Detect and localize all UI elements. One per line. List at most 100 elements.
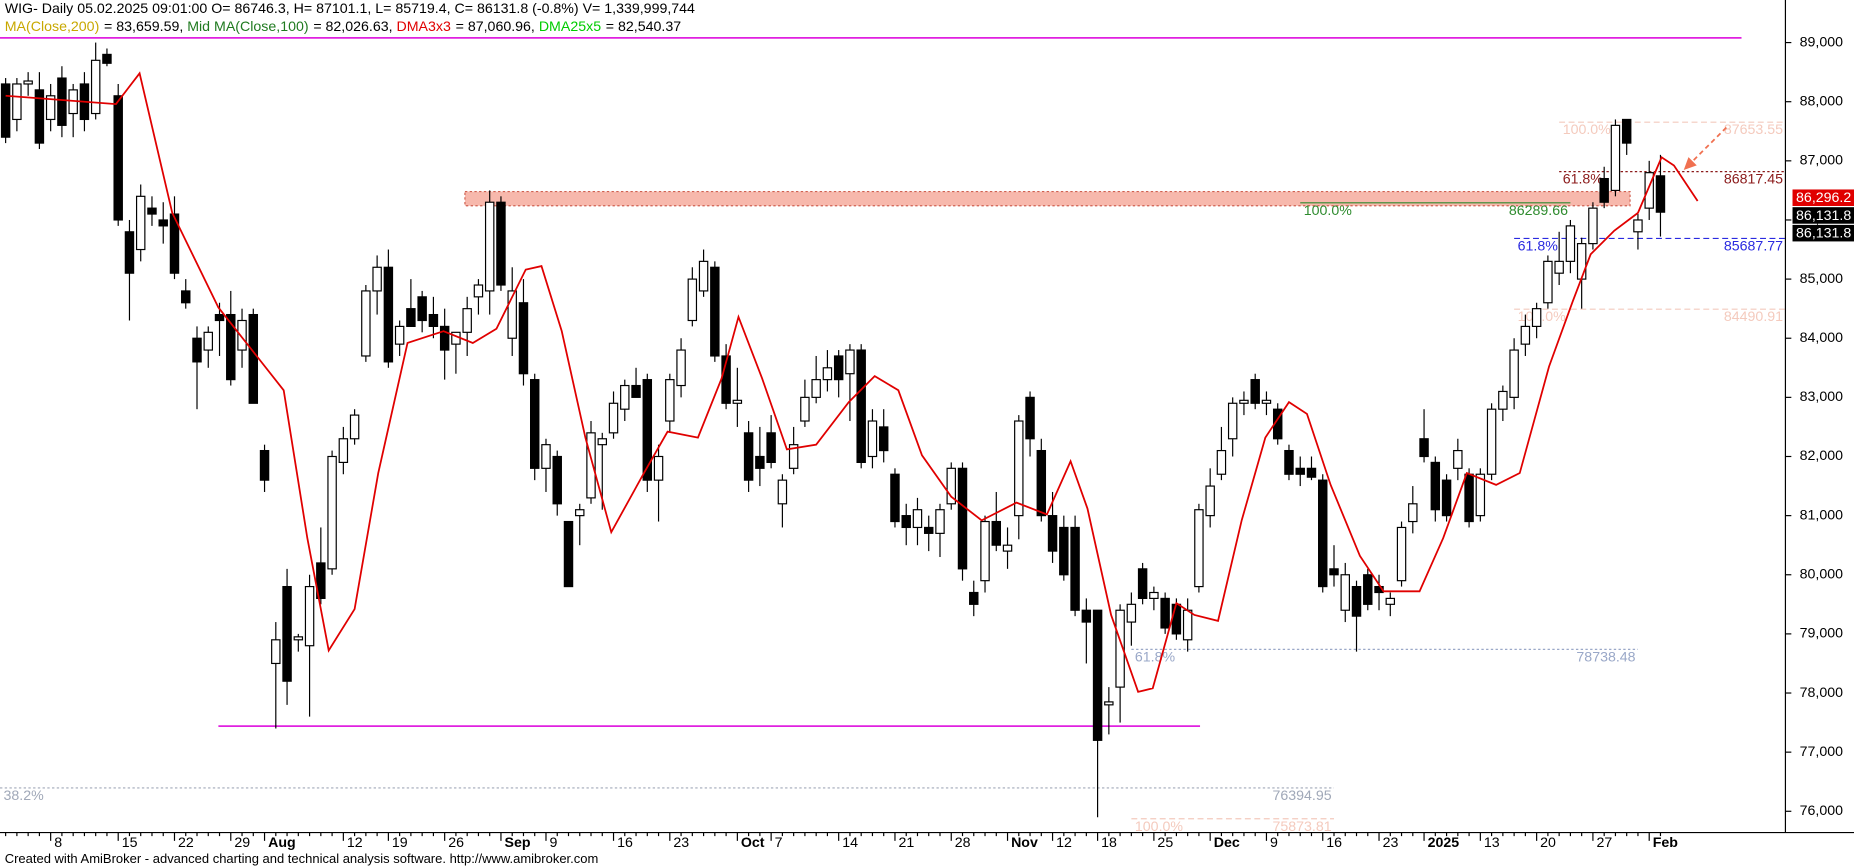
y-tick-label: 89,000 — [1800, 34, 1843, 50]
candle-body — [361, 290, 371, 357]
candle-body — [586, 432, 596, 499]
candle-body — [1182, 609, 1193, 641]
indicator-name: Mid MA(Close,100) — [187, 19, 308, 35]
candle-body — [1036, 449, 1047, 517]
candle-body — [822, 367, 833, 381]
candle-body — [462, 308, 472, 333]
candle-body — [743, 432, 754, 481]
fib-pct-label: 61.8% — [1518, 238, 1559, 254]
price-mark-box — [1792, 207, 1854, 224]
candle-body — [271, 639, 281, 665]
indicator-value: = 82,540.37 — [606, 19, 681, 35]
x-tick-label: 16 — [617, 835, 633, 851]
candle-body — [957, 467, 968, 570]
candle-body — [1104, 701, 1114, 706]
candle-body — [597, 438, 607, 446]
fib-value-label: 87653.55 — [1724, 122, 1783, 138]
candle-body — [338, 438, 349, 463]
candle-body — [327, 455, 337, 570]
candle-body — [529, 379, 540, 469]
candle-body — [484, 201, 495, 292]
candle-body — [833, 355, 844, 381]
candle-body — [631, 384, 641, 398]
y-tick-label: 78,000 — [1800, 685, 1843, 701]
candle-body — [788, 444, 799, 469]
candle-body — [439, 325, 450, 351]
indicator-legend: MA(Close,200) = 83,659.59, Mid MA(Close,1… — [5, 19, 682, 35]
candle-body — [304, 585, 315, 647]
x-tick-label: 9 — [550, 835, 558, 851]
y-tick-label: 83,000 — [1800, 389, 1843, 405]
candle-body — [687, 278, 698, 322]
candle-body — [45, 95, 56, 121]
candle-body — [1284, 449, 1294, 475]
candle-body — [135, 195, 146, 251]
candle-body — [811, 379, 821, 398]
x-tick-label: 15 — [122, 835, 138, 851]
x-tick-label: 14 — [842, 835, 858, 851]
candle-body — [1576, 243, 1587, 280]
candle-body — [867, 420, 878, 458]
candle-body — [575, 509, 585, 517]
candle-body — [237, 319, 247, 351]
candle-body — [248, 313, 259, 404]
y-tick-label: 81,000 — [1800, 507, 1843, 523]
x-tick-label: 8 — [54, 835, 62, 851]
candle-body — [1363, 574, 1373, 605]
x-tick-label: 23 — [673, 835, 689, 851]
candle-body — [1419, 438, 1429, 458]
candle-body — [349, 414, 360, 440]
candle-body — [417, 296, 427, 322]
candle-body — [1092, 609, 1103, 741]
x-tick-label: 29 — [234, 835, 250, 851]
candle-body — [147, 207, 157, 215]
y-tick-label: 85,000 — [1800, 271, 1843, 287]
candle-body — [1430, 461, 1441, 511]
candle-body — [259, 449, 270, 481]
candle-body — [507, 290, 517, 339]
candle-body — [642, 379, 653, 481]
candle-body — [1318, 479, 1328, 588]
x-tick-label: Dec — [1214, 835, 1240, 851]
x-tick-label: 13 — [1484, 835, 1500, 851]
candle-body — [428, 313, 439, 327]
x-tick-label: 12 — [1056, 835, 1072, 851]
candle-body — [1351, 585, 1362, 617]
candle-body — [1610, 124, 1621, 191]
candle-body — [372, 266, 382, 292]
candle-body — [192, 337, 202, 363]
candle-body — [394, 325, 405, 345]
candle-body — [158, 219, 168, 227]
candle-body — [924, 526, 934, 534]
candle-body — [800, 396, 810, 422]
candle-body — [1081, 609, 1092, 623]
candle-body — [1239, 399, 1249, 404]
y-tick-label: 82,000 — [1800, 448, 1843, 464]
candle-body — [1047, 515, 1058, 552]
candle-body — [23, 80, 33, 85]
x-tick-label: 22 — [178, 835, 194, 851]
candle-body — [1633, 219, 1643, 233]
fib-value-label: 78738.48 — [1576, 649, 1635, 665]
candle-body — [518, 302, 529, 375]
candle-body — [1137, 568, 1148, 600]
candle-body — [1498, 390, 1508, 410]
candle-body — [901, 515, 911, 529]
candle-body — [1205, 485, 1215, 517]
candle-body — [203, 331, 213, 351]
candle-body — [1014, 420, 1024, 517]
resistance-zone — [464, 190, 1631, 207]
candle-body — [1070, 526, 1080, 611]
candle-body — [878, 426, 889, 452]
x-tick-label: 25 — [1157, 835, 1173, 851]
candle-body — [1565, 225, 1576, 262]
candle-body — [1126, 603, 1137, 623]
candle-body — [552, 455, 562, 505]
x-tick-label: 12 — [347, 835, 363, 851]
candle-body — [710, 266, 720, 357]
candle-body — [1475, 473, 1486, 517]
fib-pct-label: 100.0% — [1304, 203, 1352, 219]
candle-body — [383, 266, 394, 363]
candle-body — [946, 467, 956, 505]
